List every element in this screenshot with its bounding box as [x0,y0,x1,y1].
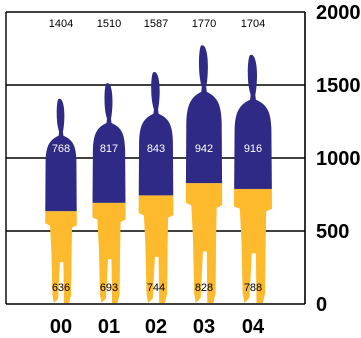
y-tick-label: 2000 [316,2,361,24]
person-02 [138,71,174,303]
bar-upper-03 [185,45,223,184]
upper-value-label: 843 [147,143,165,155]
upper-value-label: 942 [195,143,213,155]
upper-value-label: 768 [52,143,70,155]
x-tick-label: 01 [98,316,120,338]
bar-upper-02 [138,71,174,196]
bar-upper-04 [234,54,272,189]
upper-value-label: 916 [244,143,262,155]
figures [45,45,272,304]
upper-value-label: 817 [100,143,118,155]
person-04 [234,54,272,303]
x-tick-label: 03 [193,316,215,338]
lower-value-label: 693 [100,282,118,294]
lower-value-label: 788 [244,282,262,294]
x-tick-label: 04 [242,316,265,338]
total-label: 1704 [241,18,265,30]
y-tick-label: 1500 [316,75,361,97]
total-label: 1770 [192,18,216,30]
total-label: 1587 [144,18,168,30]
total-label: 1510 [97,18,121,30]
person-03 [185,45,223,303]
labels: 0 500 1000 1500 2000 1404 768 636 00 1510 817 693 01… [49,2,361,338]
person-00 [45,98,77,304]
y-tick-label: 500 [316,221,349,243]
lower-value-label: 828 [195,282,213,294]
x-tick-label: 00 [50,316,72,338]
total-label: 1404 [49,18,73,30]
person-01 [92,83,126,303]
y-tick-label: 0 [316,294,327,316]
y-tick-label: 1000 [316,148,361,170]
x-tick-label: 02 [145,316,167,338]
axes [5,12,306,305]
lower-value-label: 636 [52,282,70,294]
lower-value-label: 744 [147,282,165,294]
